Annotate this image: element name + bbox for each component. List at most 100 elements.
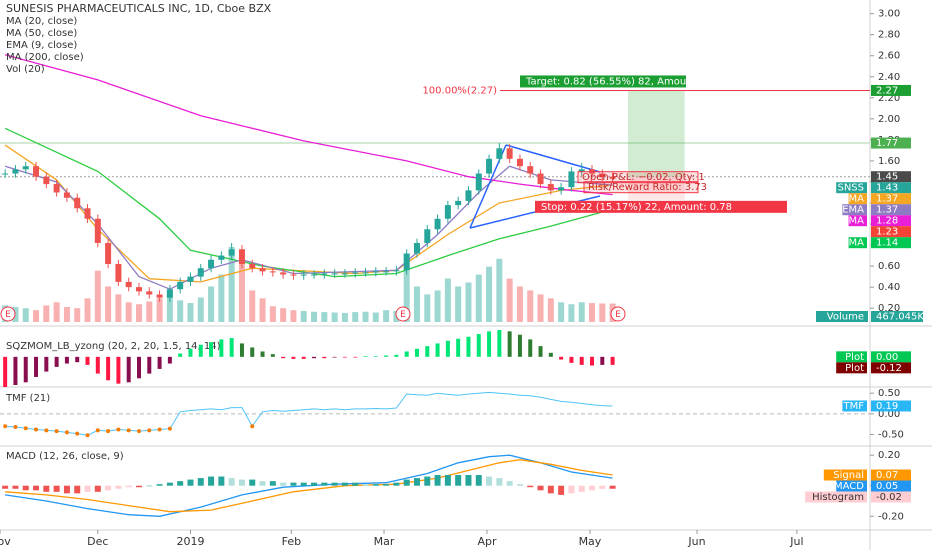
tag-name: Plot bbox=[845, 352, 864, 363]
candle-body bbox=[383, 271, 390, 273]
tag-name-box bbox=[842, 400, 867, 412]
candle-body bbox=[527, 166, 534, 174]
volume-bar bbox=[413, 286, 420, 322]
volume-bar bbox=[341, 312, 348, 322]
momentum-bar bbox=[3, 356, 8, 387]
volume-bar bbox=[486, 266, 493, 322]
volume-bar bbox=[228, 247, 235, 322]
candle-body bbox=[166, 289, 173, 298]
candle-body bbox=[413, 242, 420, 254]
histogram-bar bbox=[63, 485, 70, 494]
volume-bar bbox=[280, 308, 287, 322]
histogram-bar bbox=[434, 475, 441, 486]
volume-bar bbox=[259, 298, 266, 322]
tmf-dot bbox=[116, 427, 121, 432]
momentum-bar bbox=[487, 331, 492, 357]
momentum-bar bbox=[425, 346, 430, 357]
candle-body bbox=[609, 176, 616, 179]
tmf-dot bbox=[3, 424, 8, 429]
tag-name-box bbox=[842, 204, 867, 216]
candle-body bbox=[444, 205, 451, 219]
candle-body bbox=[578, 169, 585, 172]
volume-bar bbox=[125, 302, 132, 322]
earnings-label: E bbox=[615, 310, 621, 320]
histogram-bar bbox=[383, 484, 390, 486]
histogram-bar bbox=[53, 485, 60, 492]
histogram-bar bbox=[269, 481, 276, 486]
price-tag-value: 0.19 bbox=[876, 401, 898, 412]
momentum-bar bbox=[23, 356, 28, 383]
y-tick-label: 2.80 bbox=[878, 30, 900, 41]
x-tick-label: Nov bbox=[0, 535, 11, 548]
histogram-bar bbox=[362, 484, 369, 486]
histogram-bar bbox=[84, 485, 91, 492]
tmf-dot bbox=[23, 426, 28, 431]
y-tick-label: 0.00 bbox=[878, 409, 900, 420]
momentum-bar bbox=[456, 338, 461, 357]
y-tick-label: 1.60 bbox=[878, 156, 900, 167]
candle-body bbox=[208, 259, 215, 269]
volume-bar bbox=[537, 294, 544, 322]
y-tick-label: 3.00 bbox=[878, 9, 900, 20]
histogram-bar bbox=[146, 485, 153, 487]
triangle-line bbox=[469, 144, 507, 229]
earnings-marker bbox=[395, 306, 411, 322]
volume-bar bbox=[465, 282, 472, 322]
momentum-bar bbox=[579, 356, 584, 365]
volume-bar bbox=[403, 270, 410, 322]
tag-name: MA bbox=[849, 238, 865, 249]
price-tag-value: 1.23 bbox=[876, 227, 898, 238]
tag-name: MACD bbox=[834, 481, 864, 492]
momentum-bar bbox=[569, 356, 574, 363]
volume-bar bbox=[352, 312, 359, 322]
volume-bar bbox=[300, 310, 307, 322]
price-tag bbox=[871, 193, 911, 205]
histogram-bar bbox=[300, 482, 307, 486]
histogram-bar bbox=[321, 482, 328, 486]
volume-bar bbox=[156, 298, 163, 322]
momentum-bar bbox=[13, 356, 18, 385]
candle-body bbox=[506, 148, 513, 159]
candle-body bbox=[94, 218, 101, 243]
histogram-bar bbox=[465, 475, 472, 486]
volume-tag-name bbox=[816, 311, 868, 322]
price-tag-value: 1.28 bbox=[876, 216, 898, 227]
tmf-dot bbox=[106, 429, 111, 434]
volume-bar bbox=[135, 304, 142, 322]
histogram-bar bbox=[125, 485, 132, 488]
candle-body bbox=[300, 274, 307, 276]
momentum-bar bbox=[54, 356, 59, 367]
histogram-bar bbox=[156, 484, 163, 486]
histogram-bar bbox=[341, 482, 348, 486]
candle-body bbox=[599, 173, 606, 177]
volume-bar bbox=[22, 308, 29, 322]
volume-bar bbox=[238, 262, 245, 322]
chart-title: SUNESIS PHARMACEUTICALS INC, 1D, Cboe BZ… bbox=[6, 2, 272, 15]
histogram-bar bbox=[516, 484, 523, 486]
volume-bar bbox=[589, 303, 596, 322]
candle-body bbox=[393, 270, 400, 272]
price-tag bbox=[871, 362, 911, 374]
momentum-bar bbox=[332, 356, 337, 358]
momentum-bar bbox=[363, 356, 368, 357]
volume-bar bbox=[218, 274, 225, 322]
momentum-bar bbox=[497, 330, 502, 357]
volume-bar bbox=[33, 310, 40, 322]
volume-bar bbox=[496, 258, 503, 322]
candle-body bbox=[43, 176, 50, 185]
histogram-bar bbox=[166, 482, 173, 486]
histogram-bar bbox=[609, 485, 616, 489]
volume-bar bbox=[547, 298, 554, 322]
price-tag bbox=[871, 215, 911, 227]
histogram-bar bbox=[115, 485, 122, 489]
x-tick-label: Jun bbox=[687, 535, 705, 548]
candle-body bbox=[269, 271, 276, 273]
momentum-bar bbox=[157, 356, 162, 369]
price-tag-value: -0.12 bbox=[876, 363, 902, 374]
histogram-bar bbox=[74, 485, 81, 494]
histogram-bar bbox=[599, 485, 606, 489]
legend-entry: MA (20, close) bbox=[6, 16, 77, 27]
y-tick-label: 0.60 bbox=[878, 261, 900, 272]
